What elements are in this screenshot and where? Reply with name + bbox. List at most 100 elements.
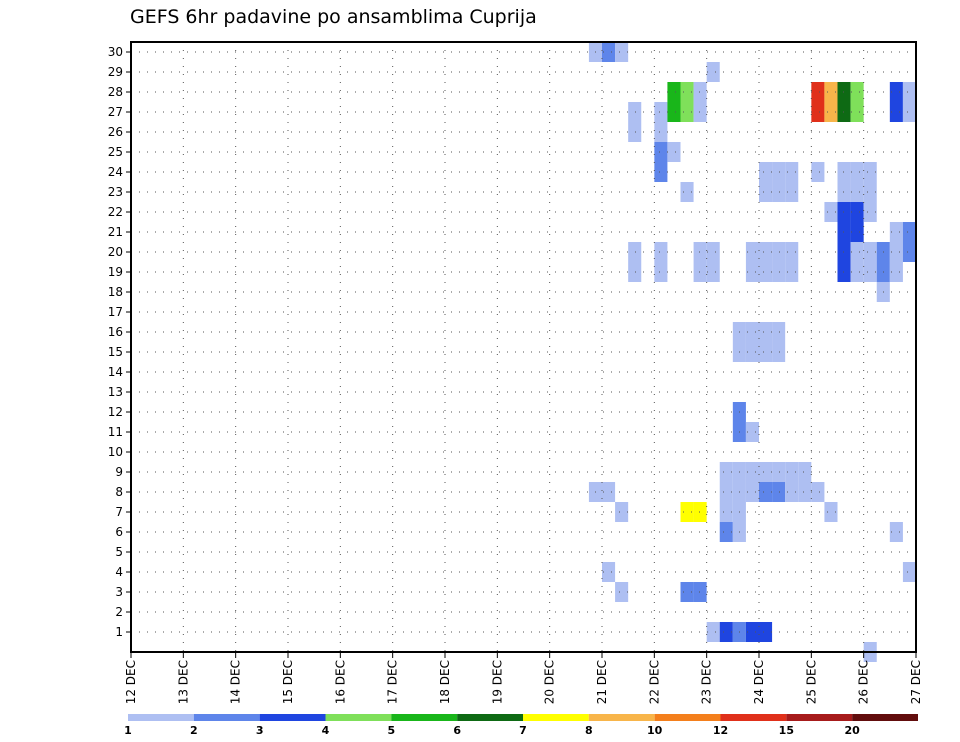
y-tick-label: 28 xyxy=(108,85,123,99)
colorbar-segment xyxy=(457,714,523,721)
heatmap-cell xyxy=(798,482,812,502)
heatmap-cell xyxy=(772,162,786,182)
heatmap-cell xyxy=(785,462,799,482)
colorbar-segment xyxy=(523,714,589,721)
heatmap-cell xyxy=(693,262,707,282)
heatmap-cell xyxy=(785,482,799,502)
heatmap-cell xyxy=(759,162,773,182)
heatmap-cell xyxy=(719,502,733,522)
heatmap-cell xyxy=(798,462,812,482)
heatmap-cell xyxy=(837,182,851,202)
heatmap-cell xyxy=(759,242,773,262)
heatmap-cell xyxy=(850,242,864,262)
x-tick-label: 24 DEC xyxy=(752,660,766,704)
colorbar-segment xyxy=(852,714,918,721)
heatmap-cell xyxy=(811,162,825,182)
colorbar-segment xyxy=(128,714,194,721)
heatmap-cell xyxy=(850,182,864,202)
y-tick-label: 18 xyxy=(108,285,123,299)
heatmap-cell xyxy=(772,322,786,342)
heatmap-cell xyxy=(772,182,786,202)
heatmap-cell xyxy=(654,242,668,262)
y-tick-label: 8 xyxy=(115,485,123,499)
colorbar-label: 6 xyxy=(453,724,461,737)
x-tick-label: 16 DEC xyxy=(333,660,347,704)
heatmap-cell xyxy=(680,102,694,122)
heatmap-cell xyxy=(850,222,864,242)
dotted-grid xyxy=(130,42,917,652)
heatmap-cell xyxy=(680,82,694,102)
x-tick-label: 12 DEC xyxy=(124,660,138,704)
colorbar-label: 8 xyxy=(585,724,593,737)
y-tick-label: 3 xyxy=(115,585,123,599)
y-axis-ticks: 1234567891011121314151617181920212223242… xyxy=(108,45,131,639)
heatmap-cell xyxy=(745,482,759,502)
x-tick-label: 20 DEC xyxy=(543,660,557,704)
heatmap-cell xyxy=(837,162,851,182)
x-tick-label: 15 DEC xyxy=(281,660,295,704)
heatmap-cell xyxy=(759,622,773,642)
y-tick-label: 10 xyxy=(108,445,123,459)
heatmap-cell xyxy=(745,342,759,362)
y-tick-label: 13 xyxy=(108,385,123,399)
colorbar-segment xyxy=(391,714,458,721)
heatmap-cell xyxy=(759,262,773,282)
heatmap-cell xyxy=(889,82,903,102)
heatmap-cell xyxy=(772,262,786,282)
heatmap-cell xyxy=(693,582,707,602)
colorbar-label: 12 xyxy=(713,724,728,737)
heatmap-cell xyxy=(654,162,668,182)
colorbar-segment xyxy=(193,714,260,721)
colorbar-segment xyxy=(786,714,853,721)
x-tick-label: 14 DEC xyxy=(229,660,243,704)
heatmap-cell xyxy=(719,462,733,482)
y-tick-label: 4 xyxy=(115,565,123,579)
y-tick-label: 11 xyxy=(108,425,123,439)
heatmap-cell xyxy=(615,502,629,522)
heatmap-cell xyxy=(824,102,838,122)
colorbar-label: 7 xyxy=(519,724,527,737)
heatmap-cell xyxy=(680,182,694,202)
heatmap-cell xyxy=(902,242,916,262)
heatmap-cell xyxy=(706,622,720,642)
heatmap-cell xyxy=(902,102,916,122)
chart-title: GEFS 6hr padavine po ansamblima Cuprija xyxy=(130,6,537,28)
heatmap-cell xyxy=(863,242,877,262)
heatmap-cell xyxy=(785,182,799,202)
y-tick-label: 12 xyxy=(108,405,123,419)
y-tick-label: 25 xyxy=(108,145,123,159)
colorbar-label: 10 xyxy=(647,724,663,737)
y-tick-label: 6 xyxy=(115,525,123,539)
heatmap-cell xyxy=(889,262,903,282)
heatmap-cell xyxy=(719,622,733,642)
y-tick-label: 20 xyxy=(108,245,123,259)
heatmap-cell xyxy=(785,162,799,182)
heatmap-cell xyxy=(902,222,916,242)
heatmap-cell xyxy=(811,102,825,122)
x-tick-label: 13 DEC xyxy=(176,660,190,704)
y-tick-label: 23 xyxy=(108,185,123,199)
heatmap-cell xyxy=(693,82,707,102)
heatmap-cell xyxy=(772,482,786,502)
heatmap-cell xyxy=(889,102,903,122)
colorbar-label: 2 xyxy=(190,724,198,737)
heatmap-cell xyxy=(850,82,864,102)
colorbar-segment xyxy=(654,714,721,721)
heatmap-cell xyxy=(824,502,838,522)
y-tick-label: 2 xyxy=(115,605,123,619)
heatmap-cell xyxy=(824,202,838,222)
heatmap-cell xyxy=(706,242,720,262)
heatmap-cell xyxy=(863,162,877,182)
colorbar-segment xyxy=(720,714,787,721)
heatmap-cell xyxy=(824,82,838,102)
heatmap-cell xyxy=(850,162,864,182)
colorbar-label: 15 xyxy=(779,724,794,737)
heatmap-cell xyxy=(759,482,773,502)
y-tick-label: 7 xyxy=(115,505,123,519)
heatmap-cell xyxy=(772,342,786,362)
y-tick-label: 1 xyxy=(115,625,123,639)
heatmap-cell xyxy=(680,502,694,522)
heatmap-cell xyxy=(745,462,759,482)
heatmap-cell xyxy=(680,582,694,602)
x-tick-label: 25 DEC xyxy=(804,660,818,704)
